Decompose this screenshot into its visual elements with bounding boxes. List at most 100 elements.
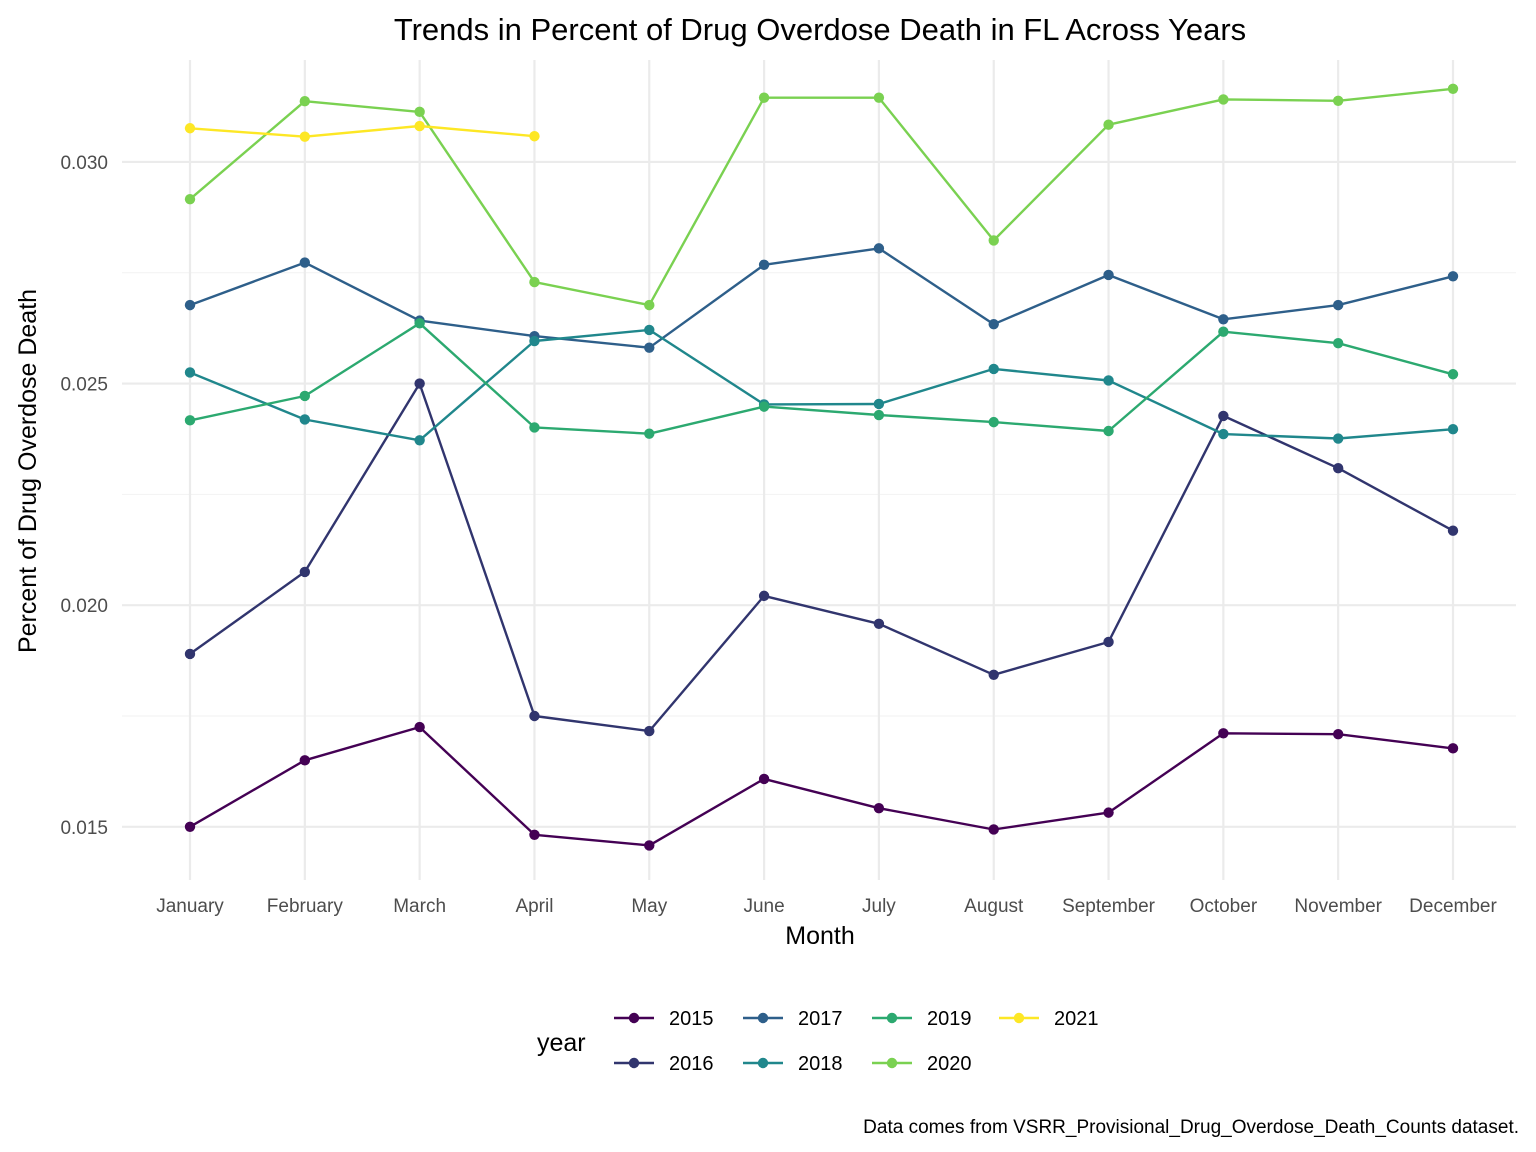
- legend-label: 2018: [798, 1053, 843, 1075]
- x-tick-label: June: [743, 896, 784, 917]
- data-point: [529, 131, 540, 142]
- data-point: [758, 259, 770, 270]
- data-point: [988, 824, 999, 835]
- data-point: [1103, 636, 1114, 648]
- data-point: [1103, 269, 1114, 281]
- data-point: [758, 590, 770, 602]
- data-point: [1218, 326, 1229, 337]
- data-point: [414, 106, 425, 118]
- legend-item: 2019: [872, 1008, 972, 1030]
- data-point: [988, 235, 999, 246]
- y-tick-label: 0.025: [60, 375, 108, 396]
- data-point: [1332, 728, 1344, 740]
- y-tick-label: 0.015: [60, 818, 108, 839]
- data-point: [1447, 271, 1459, 282]
- data-point: [299, 257, 311, 268]
- x-axis-title: Month: [785, 922, 854, 950]
- data-point: [529, 276, 540, 288]
- data-point: [529, 422, 540, 433]
- series-line: [189, 725, 1454, 847]
- data-point: [644, 428, 655, 439]
- data-point: [414, 435, 425, 446]
- data-point: [529, 829, 540, 840]
- legend-key-point: [628, 1057, 640, 1069]
- data-point: [299, 96, 311, 107]
- x-tick-label: January: [156, 896, 224, 917]
- series-2015: [184, 721, 1459, 851]
- x-axis-ticks: January February March April May June July Augu…: [156, 896, 1497, 917]
- data-point: [1103, 425, 1114, 437]
- data-point: [1447, 369, 1459, 380]
- data-point: [988, 669, 999, 680]
- data-point: [1103, 119, 1114, 130]
- series-2019: [184, 318, 1459, 439]
- data-point: [299, 755, 311, 766]
- x-tick-label: July: [862, 896, 896, 917]
- data-point: [529, 710, 540, 722]
- data-point: [414, 318, 425, 329]
- data-point: [988, 416, 999, 428]
- series-line: [189, 124, 535, 138]
- data-point: [988, 318, 999, 330]
- data-point: [873, 802, 885, 814]
- series-2021: [184, 120, 540, 142]
- data-point: [184, 415, 196, 426]
- data-point: [1218, 428, 1229, 440]
- data-point: [414, 378, 425, 389]
- data-point: [184, 299, 196, 311]
- x-tick-label: December: [1409, 896, 1497, 917]
- data-point: [758, 92, 770, 103]
- data-point: [1218, 94, 1229, 105]
- data-point: [873, 409, 885, 421]
- x-tick-label: May: [631, 896, 667, 917]
- data-point: [1332, 95, 1344, 106]
- series-line: [189, 87, 1454, 307]
- y-tick-label: 0.030: [60, 153, 108, 174]
- legend-item: 2020: [872, 1053, 972, 1075]
- legend-item: 2016: [614, 1053, 714, 1075]
- y-axis-ticks: 0.015 0.020 0.025 0.030: [60, 153, 108, 839]
- legend-label: 2017: [798, 1008, 843, 1030]
- data-point: [758, 773, 770, 785]
- gridlines: [122, 60, 1516, 880]
- data-point: [1103, 807, 1114, 818]
- legend-item: 2015: [614, 1008, 714, 1030]
- data-point: [1447, 743, 1459, 754]
- legend-item: 2021: [999, 1008, 1099, 1030]
- legend-key-point: [757, 1057, 769, 1069]
- data-point: [299, 390, 311, 402]
- legend-key-point: [757, 1012, 769, 1024]
- chart-caption: Data comes from VSRR_Provisional_Drug_Ov…: [863, 1117, 1519, 1138]
- series-line: [189, 328, 1454, 442]
- legend-label: 2021: [1054, 1008, 1099, 1030]
- data-point: [184, 123, 196, 134]
- x-tick-label: February: [267, 896, 344, 917]
- data-point: [529, 335, 540, 347]
- data-point: [414, 721, 425, 733]
- data-point: [644, 840, 655, 851]
- series-2018: [184, 324, 1459, 446]
- data-point: [1332, 338, 1344, 349]
- data-point: [1218, 410, 1229, 422]
- chart-title: Trends in Percent of Drug Overdose Death…: [394, 12, 1246, 47]
- legend-label: 2015: [669, 1008, 714, 1030]
- y-axis-title: Percent of Drug Overdose Death: [14, 289, 42, 653]
- legend-label: 2019: [927, 1008, 972, 1030]
- data-point: [299, 414, 311, 425]
- series-2016: [184, 378, 1459, 737]
- data-point: [644, 324, 655, 336]
- data-point: [184, 821, 196, 833]
- legend: year 2015 2016 2017 2018 2019 2020 2021: [537, 1008, 1099, 1075]
- data-point: [873, 618, 885, 630]
- x-tick-label: September: [1062, 896, 1156, 917]
- data-point: [1447, 424, 1459, 435]
- data-point: [873, 92, 885, 103]
- legend-item: 2017: [743, 1008, 843, 1030]
- data-point: [184, 367, 196, 378]
- data-point: [1332, 299, 1344, 311]
- data-point: [414, 120, 425, 132]
- x-tick-label: April: [515, 896, 553, 917]
- data-point: [1447, 83, 1459, 95]
- data-point: [758, 401, 770, 412]
